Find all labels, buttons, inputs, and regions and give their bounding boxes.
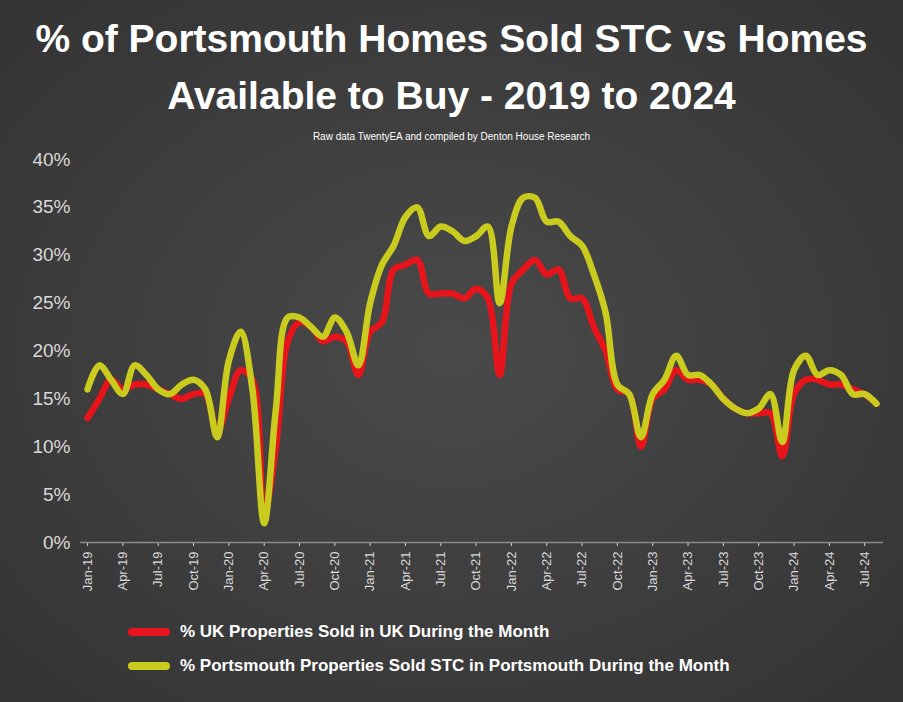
svg-text:5%: 5% [43, 484, 71, 505]
html-text:Raw data TwentyEA and compiled: Raw data TwentyEA and compiled by Denton… [312, 131, 591, 142]
svg-text:Jan-23: Jan-23 [645, 552, 660, 592]
svg-text:Jan-20: Jan-20 [221, 552, 236, 592]
svg-text:Jul-19: Jul-19 [150, 552, 165, 587]
svg-text:Apr-20: Apr-20 [256, 552, 271, 591]
svg-text:Jul-21: Jul-21 [433, 552, 448, 587]
svg-text:25%: 25% [32, 292, 70, 313]
html-text:% of Portsmouth Homes Sold STC: % of Portsmouth Homes Sold STC vs Homes … [35, 17, 868, 117]
svg-text:0%: 0% [43, 532, 71, 553]
svg-text:Jan-21: Jan-21 [362, 552, 377, 592]
svg-text:35%: 35% [32, 196, 70, 217]
svg-text:Apr-24: Apr-24 [821, 552, 836, 591]
svg-text:10%: 10% [32, 436, 70, 457]
svg-text:Apr-23: Apr-23 [680, 552, 695, 591]
svg-text:40%: 40% [32, 149, 70, 170]
svg-text:Oct-20: Oct-20 [327, 552, 342, 591]
svg-text:Oct-21: Oct-21 [468, 552, 483, 591]
svg-text:Jul-22: Jul-22 [574, 552, 589, 587]
svg-text:Oct-22: Oct-22 [610, 552, 625, 591]
svg-text:Oct-19: Oct-19 [186, 552, 201, 591]
svg-text:30%: 30% [32, 244, 70, 265]
html-text:% Portsmouth Properties Sold S: % Portsmouth Properties Sold STC in Port… [180, 656, 730, 675]
html-text:% UK Properties Sold in UK Dur: % UK Properties Sold in UK During the Mo… [180, 622, 550, 641]
svg-text:20%: 20% [32, 340, 70, 361]
svg-text:Jul-20: Jul-20 [292, 552, 307, 587]
svg-text:Jan-24: Jan-24 [786, 552, 801, 592]
svg-text:15%: 15% [32, 388, 70, 409]
svg-text:Jul-23: Jul-23 [716, 552, 731, 587]
svg-text:Jan-22: Jan-22 [504, 552, 519, 592]
svg-text:Jan-19: Jan-19 [80, 552, 95, 592]
svg-text:Apr-21: Apr-21 [398, 552, 413, 591]
svg-text:Apr-22: Apr-22 [539, 552, 554, 591]
svg-text:Apr-19: Apr-19 [115, 552, 130, 591]
svg-text:Oct-23: Oct-23 [751, 552, 766, 591]
svg-text:Jul-24: Jul-24 [857, 552, 872, 587]
